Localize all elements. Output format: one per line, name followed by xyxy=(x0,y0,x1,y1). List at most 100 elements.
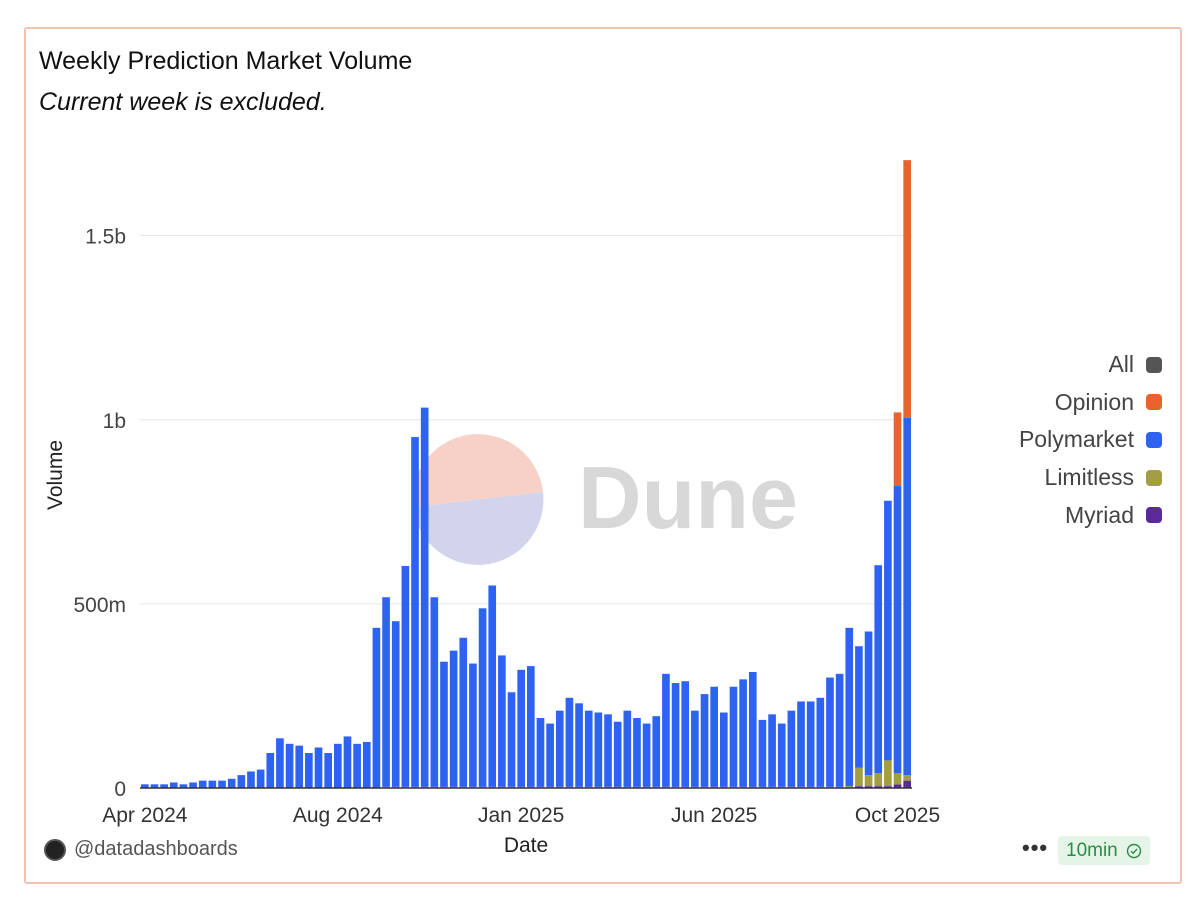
bar-polymarket xyxy=(382,597,390,787)
bar-polymarket xyxy=(198,780,207,788)
bar-polymarket xyxy=(546,723,554,787)
author-link[interactable]: @datadashboards xyxy=(44,838,238,861)
bar-polymarket xyxy=(478,608,487,787)
bar-polymarket xyxy=(903,417,911,776)
bar-polymarket xyxy=(276,738,284,788)
x-tick-label: Aug 2024 xyxy=(293,804,383,827)
bar-polymarket xyxy=(189,782,197,788)
legend-item-all[interactable]: All xyxy=(1019,346,1162,384)
bar-polymarket xyxy=(816,697,825,787)
bar-polymarket xyxy=(179,784,188,788)
avatar xyxy=(44,838,66,861)
bar-polymarket xyxy=(449,650,458,787)
bar-polymarket xyxy=(343,736,352,788)
bar-limitless xyxy=(864,775,873,787)
bar-polymarket xyxy=(594,712,603,787)
bar-limitless xyxy=(903,775,911,781)
refresh-label: 10min xyxy=(1066,839,1118,861)
legend-item-polymarket[interactable]: Polymarket xyxy=(1019,421,1162,459)
bar-myriad xyxy=(864,786,873,788)
bar-polymarket xyxy=(729,686,738,787)
bar-polymarket xyxy=(507,692,516,787)
x-tick-label: Oct 2025 xyxy=(855,804,940,827)
more-options-icon[interactable]: ••• xyxy=(1022,835,1049,860)
legend: All Opinion Polymarket Limitless Myriad xyxy=(1019,346,1162,534)
dune-logo xyxy=(412,434,544,565)
chart-title: Weekly Prediction Market Volume xyxy=(39,47,413,75)
legend-swatch xyxy=(1146,469,1162,486)
bar-myriad xyxy=(893,784,902,788)
bar-polymarket xyxy=(604,714,612,787)
bar-polymarket xyxy=(391,621,400,787)
bar-polymarket xyxy=(633,718,641,787)
bar-limitless xyxy=(884,760,892,787)
bar-polymarket xyxy=(855,646,863,768)
bar-polymarket xyxy=(739,679,747,787)
bar-polymarket xyxy=(642,723,651,787)
bar-polymarket xyxy=(208,780,217,788)
bar-polymarket xyxy=(787,710,796,787)
y-tick-label: 500m xyxy=(73,594,126,617)
bar-polymarket xyxy=(237,775,246,788)
bar-polymarket xyxy=(758,719,767,787)
bar-polymarket xyxy=(700,694,709,787)
bar-polymarket xyxy=(353,743,361,788)
chart-subtitle: Current week is excluded. xyxy=(39,88,327,116)
x-tick-label: Jan 2025 xyxy=(478,804,564,827)
author-handle: @datadashboards xyxy=(74,838,238,860)
bar-myriad xyxy=(903,780,911,788)
legend-swatch xyxy=(1146,394,1162,411)
bar-polymarket xyxy=(845,627,854,787)
bar-polymarket xyxy=(247,771,255,788)
bar-polymarket xyxy=(160,784,168,788)
bar-polymarket xyxy=(430,597,439,787)
bar-limitless xyxy=(874,773,883,787)
chart-card xyxy=(24,27,1182,884)
bar-polymarket xyxy=(227,778,236,788)
bar-opinion xyxy=(893,412,902,487)
bar-limitless xyxy=(893,773,902,785)
bar-myriad xyxy=(874,786,883,788)
bar-polymarket xyxy=(710,686,718,787)
bar-polymarket xyxy=(584,710,593,787)
bar-polymarket xyxy=(469,663,477,787)
bar-polymarket xyxy=(691,710,699,787)
y-tick-label: 0 xyxy=(114,778,126,801)
bar-polymarket xyxy=(720,712,728,787)
bar-polymarket xyxy=(420,407,429,787)
bar-polymarket xyxy=(671,683,680,787)
bar-opinion xyxy=(903,160,911,418)
bar-polymarket xyxy=(662,673,670,787)
legend-label: All xyxy=(1108,351,1134,378)
legend-item-myriad[interactable]: Myriad xyxy=(1019,496,1162,534)
bar-polymarket xyxy=(748,672,757,787)
bar-polymarket xyxy=(826,677,834,787)
bar-polymarket xyxy=(575,703,583,787)
bar-polymarket xyxy=(334,743,342,788)
bar-polymarket xyxy=(169,782,178,788)
bar-polymarket xyxy=(835,673,844,787)
verified-check-icon xyxy=(1126,843,1141,858)
bar-polymarket xyxy=(874,565,883,774)
refresh-badge[interactable]: 10min xyxy=(1058,836,1150,865)
y-axis-title: Volume xyxy=(44,440,67,510)
legend-swatch xyxy=(1146,356,1162,373)
legend-item-opinion[interactable]: Opinion xyxy=(1019,384,1162,422)
bar-polymarket xyxy=(266,753,275,788)
legend-item-limitless[interactable]: Limitless xyxy=(1019,459,1162,497)
bar-polymarket xyxy=(884,500,892,761)
bar-polymarket xyxy=(362,741,371,788)
bar-limitless xyxy=(845,786,854,788)
x-tick-label: Jun 2025 xyxy=(671,804,757,827)
dune-logo-bottom xyxy=(413,492,544,565)
x-tick-label: Apr 2024 xyxy=(102,804,188,827)
bar-polymarket xyxy=(411,437,419,787)
bar-polymarket xyxy=(256,769,265,788)
bar-polymarket xyxy=(864,631,873,776)
legend-label: Opinion xyxy=(1054,388,1134,415)
bar-polymarket xyxy=(285,743,294,788)
bar-polymarket xyxy=(324,753,332,788)
bar-polymarket xyxy=(613,721,622,787)
legend-label: Limitless xyxy=(1044,464,1134,491)
